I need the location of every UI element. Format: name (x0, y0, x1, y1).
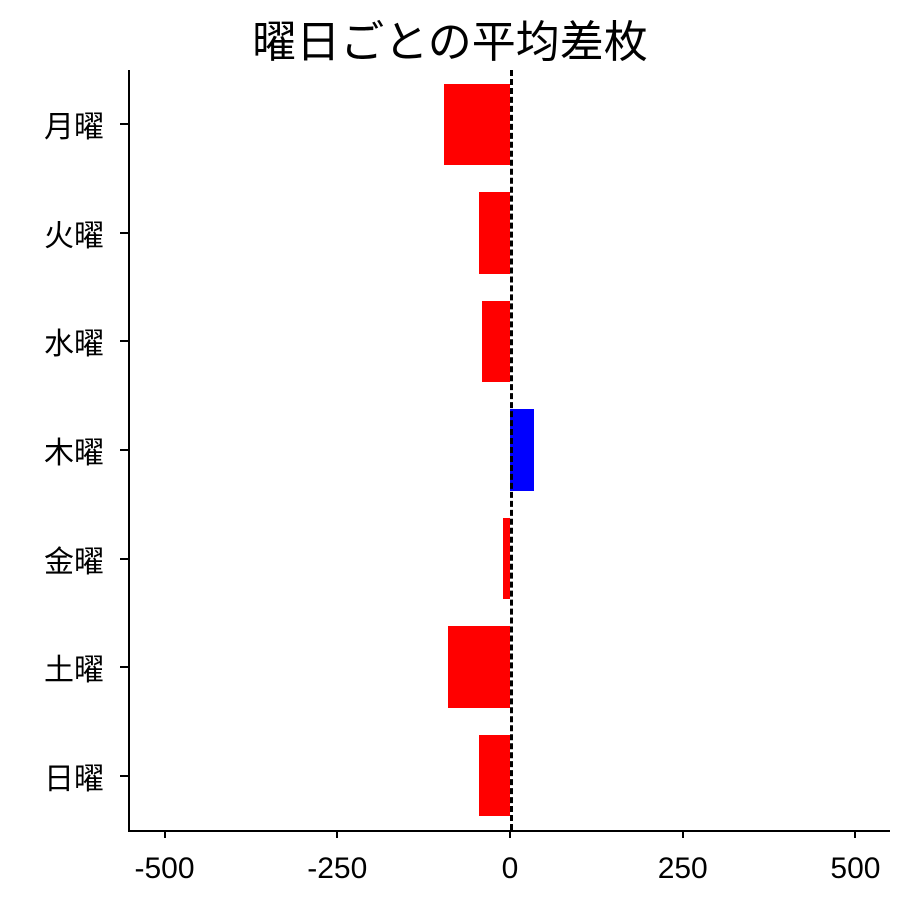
x-tick-label: 500 (830, 852, 880, 886)
x-tick-label: -250 (307, 852, 367, 886)
chart-title: 曜日ごとの平均差枚 (0, 6, 900, 70)
y-tick (120, 666, 128, 668)
x-tick-label: 0 (502, 852, 519, 886)
y-tick-label: 日曜 (44, 754, 104, 798)
x-axis-line (128, 830, 890, 832)
y-tick-label: 月曜 (44, 102, 104, 146)
bar-火曜 (479, 192, 510, 273)
bar-月曜 (444, 84, 510, 165)
y-tick (120, 775, 128, 777)
y-tick (120, 558, 128, 560)
bar-日曜 (479, 735, 510, 816)
bar-木曜 (510, 409, 534, 490)
x-tick-label: 250 (658, 852, 708, 886)
y-tick (120, 340, 128, 342)
x-tick-label: -500 (135, 852, 195, 886)
zero-reference-line (510, 70, 513, 830)
bar-土曜 (448, 626, 510, 707)
y-tick-label: 火曜 (44, 211, 104, 255)
weekday-avg-diff-chart: 曜日ごとの平均差枚 -500 -250 0 250 500 月曜火曜水曜木曜金曜土曜日曜 (0, 0, 900, 900)
y-tick-label: 土曜 (44, 645, 104, 689)
y-tick-label: 木曜 (44, 428, 104, 472)
y-tick-label: 水曜 (44, 319, 104, 363)
bar-水曜 (482, 301, 510, 382)
y-tick (120, 123, 128, 125)
y-axis-line (128, 70, 130, 830)
y-tick-label: 金曜 (44, 537, 104, 581)
y-tick (120, 449, 128, 451)
bar-金曜 (503, 518, 510, 599)
y-tick (120, 232, 128, 234)
